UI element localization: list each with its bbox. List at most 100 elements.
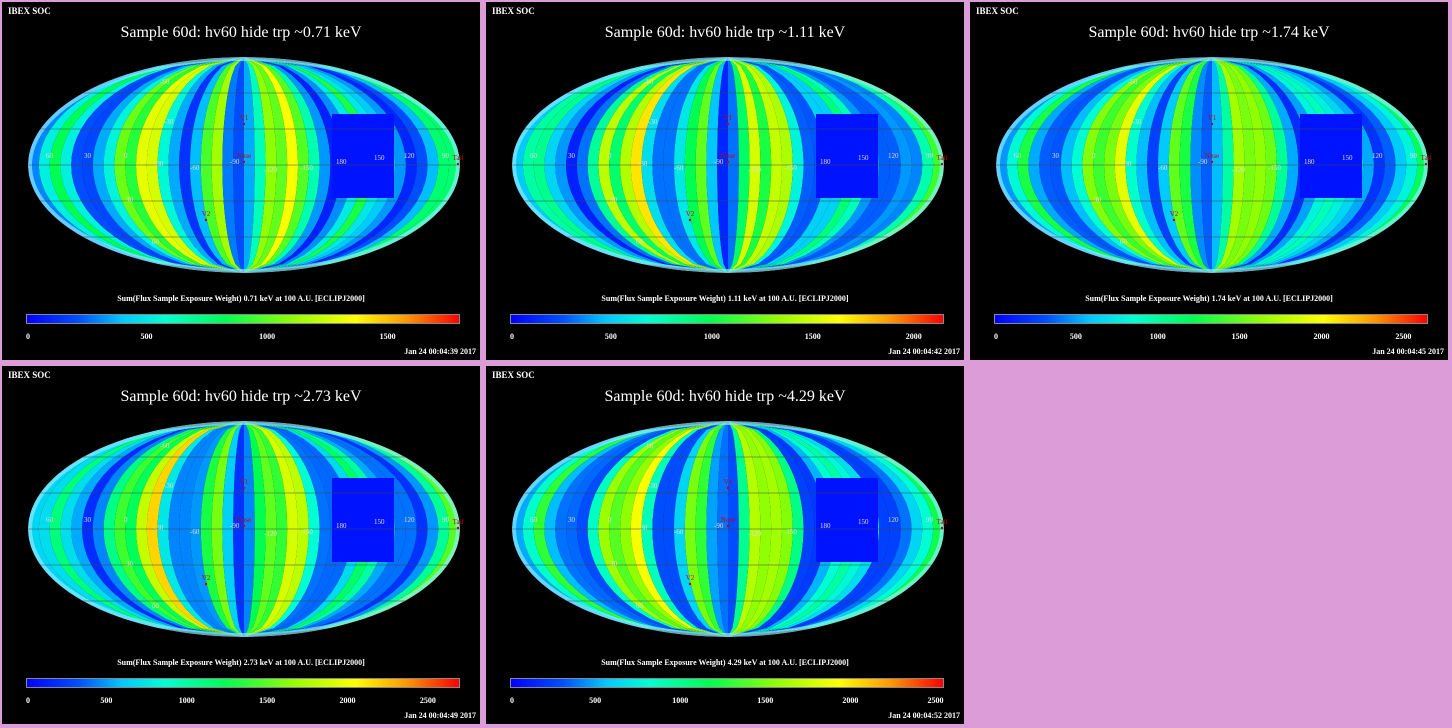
grid-label: -30 [648, 482, 658, 490]
colorbar-tick-label: 1000 [672, 696, 689, 705]
chart-title: Sample 60d: hv60 hide trp ~1.11 keV [604, 24, 846, 41]
map-band [652, 421, 728, 637]
map-band [706, 57, 728, 273]
colorbar-tick-label: 500 [1069, 332, 1082, 341]
grid-label: 0 [1092, 152, 1096, 160]
timestamp: Jan 24 00:04:52 2017 [888, 711, 960, 720]
grid-label: -120 [748, 530, 761, 538]
map-patch [332, 478, 394, 562]
map-band [244, 57, 298, 273]
grid-label: 30 [84, 516, 92, 524]
map-band [211, 57, 244, 273]
colorbar-tick-label: 1000 [259, 332, 276, 341]
grid-label: 120 [888, 516, 899, 524]
colorbar-title: Sum(Flux Sample Exposure Weight) 2.73 ke… [117, 658, 365, 667]
map-marker-dot [1424, 162, 1428, 166]
grid-label: 120 [404, 152, 415, 160]
grid-label: 90 [442, 516, 450, 524]
grid-label: -90 [230, 158, 240, 166]
map-marker-dot [940, 526, 944, 530]
grid-label: 150 [1342, 154, 1353, 162]
grid-label: 30 [84, 152, 92, 160]
grid-label: 60 [530, 516, 538, 524]
panel-header: IBEX SOC [8, 370, 51, 380]
map-patch [332, 114, 394, 198]
colorbar-tick-label: 2000 [1313, 332, 1330, 341]
map-band [728, 421, 804, 637]
grid-label: 30 [568, 152, 576, 160]
map-marker-label: Nose [721, 516, 735, 524]
grid-label: -30 [648, 118, 658, 126]
grid-label: 150 [858, 518, 869, 526]
colorbar-tick-label: 2000 [339, 696, 356, 705]
skymap-panel: IBEX SOC Sample 60d: hv60 hide trp ~0.71 … [2, 2, 480, 360]
grid-label: -60 [160, 78, 170, 86]
colorbar-tick-label: 500 [140, 332, 153, 341]
map-band [728, 421, 761, 637]
grid-label: 150 [374, 518, 385, 526]
map-band [728, 421, 793, 637]
colorbar-tick-label: 1000 [178, 696, 195, 705]
map-band [1212, 57, 1277, 273]
map-marker-dot [242, 160, 246, 164]
map-band [695, 57, 728, 273]
colorbar-tick-label: 1500 [379, 332, 396, 341]
map-band [1136, 57, 1212, 273]
map-marker-dot [1210, 160, 1214, 164]
map-band [168, 57, 244, 273]
grid-label: -60 [190, 164, 200, 172]
map-band [1168, 57, 1212, 273]
map-band [728, 421, 772, 637]
colorbar-tick-label: 0 [994, 332, 998, 341]
map-band [244, 57, 288, 273]
skymap-panel: IBEX SOC Sample 60d: hv60 hide trp ~1.11 … [486, 2, 964, 360]
grid-label: -60 [644, 442, 654, 450]
colorbar-title: Sum(Flux Sample Exposure Weight) 1.11 ke… [601, 294, 849, 303]
map-band [200, 57, 244, 273]
colorbar-tick-label: 2500 [1395, 332, 1412, 341]
grid-label: -90 [714, 522, 724, 530]
grid-label: 120 [888, 152, 899, 160]
map-band [674, 421, 728, 637]
map-band [179, 57, 244, 273]
grid-label: -30 [638, 524, 648, 532]
grid-label: 90 [1410, 152, 1418, 160]
grid-label: 60 [636, 602, 644, 610]
map-band [706, 421, 728, 637]
skymap-panel: IBEX SOC Sample 60d: hv60 hide trp ~1.74 … [970, 2, 1448, 360]
map-band [244, 421, 320, 637]
map-band [1158, 57, 1212, 273]
timestamp: Jan 24 00:04:42 2017 [888, 347, 960, 356]
grid-label: -60 [160, 442, 170, 450]
map-marker-dot [242, 486, 246, 490]
grid-label: 180 [820, 158, 831, 166]
colorbar [26, 678, 460, 688]
chart-title: Sample 60d: hv60 hide trp ~4.29 keV [604, 388, 846, 405]
skymap-panel: IBEX SOC Sample 60d: hv60 hide trp ~2.73 … [2, 366, 480, 724]
chart-title: Sample 60d: hv60 hide trp ~0.71 keV [120, 24, 362, 41]
map-marker-label: V2 [202, 210, 211, 218]
panel-header: IBEX SOC [976, 6, 1019, 16]
map-band [684, 421, 728, 637]
grid-label: 30 [1052, 152, 1060, 160]
panel-header: IBEX SOC [8, 6, 51, 16]
map-marker-label: Tail [453, 154, 464, 162]
map-marker-label: Nose [237, 516, 251, 524]
map-band [244, 421, 298, 637]
map-band [652, 57, 728, 273]
grid-label: 60 [636, 238, 644, 246]
map-band [1212, 57, 1234, 273]
map-marker-dot [688, 218, 692, 222]
colorbar-tick-label: 0 [26, 332, 30, 341]
map-marker-dot [688, 582, 692, 586]
colorbar-tick-label: 1500 [757, 696, 774, 705]
map-band [244, 421, 288, 637]
colorbar-tick-label: 2000 [842, 696, 859, 705]
grid-label: -150 [300, 164, 313, 172]
grid-label: 180 [1304, 158, 1315, 166]
map-marker-dot [456, 526, 460, 530]
map-marker-label: V2 [1170, 210, 1179, 218]
grid-label: -150 [300, 528, 313, 536]
colorbar-tick-label: 500 [100, 696, 113, 705]
grid-label: 30 [610, 560, 618, 568]
